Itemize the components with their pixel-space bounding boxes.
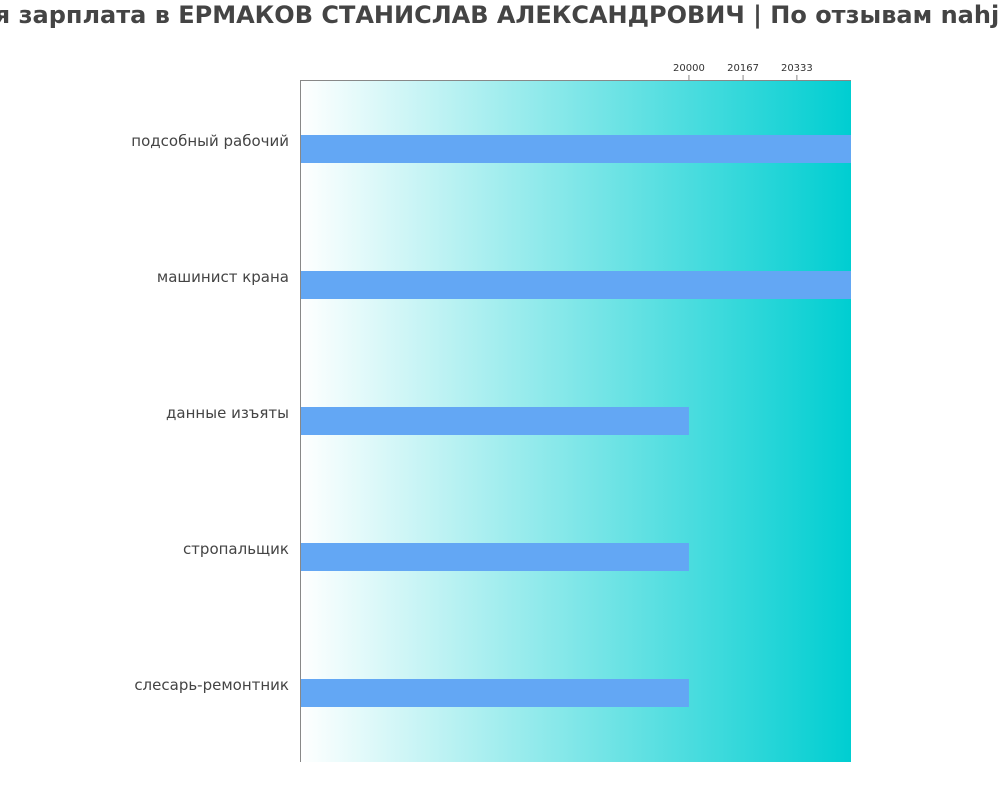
category-label: слесарь-ремонтник: [134, 676, 289, 694]
bar-5: [300, 679, 689, 707]
bar-3: [300, 407, 689, 435]
x-tick-label: 20000: [673, 63, 705, 74]
x-tick-label: 20333: [781, 63, 813, 74]
chart-title: я зарплата в ЕРМАКОВ СТАНИСЛАВ АЛЕКСАНДР…: [0, 1, 1000, 29]
category-label: данные изъяты: [166, 404, 289, 422]
bar-4: [300, 543, 689, 571]
category-label: подсобный рабочий: [131, 132, 289, 150]
bar-2: [300, 271, 851, 299]
category-label: машинист крана: [157, 268, 289, 286]
bar-1: [300, 135, 851, 163]
category-label: стропальщик: [183, 540, 289, 558]
x-tick-label: 20167: [727, 63, 759, 74]
